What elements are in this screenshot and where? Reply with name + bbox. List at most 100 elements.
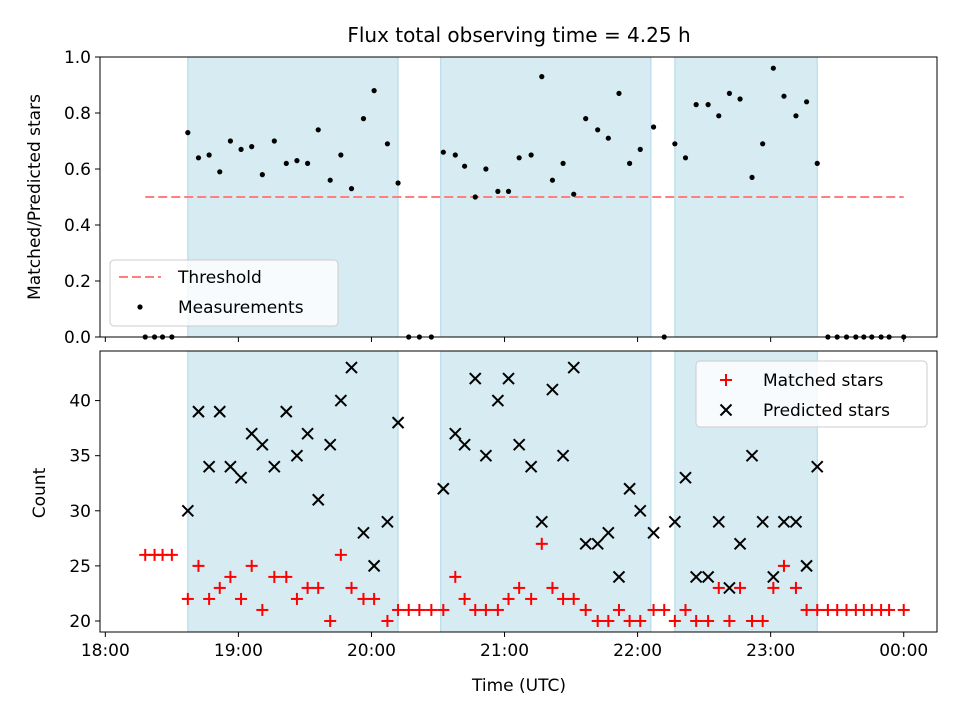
cross-b xyxy=(256,438,269,451)
measurement-point xyxy=(294,158,300,164)
cross-b xyxy=(623,482,636,495)
predicted-star-point xyxy=(234,471,248,484)
matched-star-point xyxy=(811,603,824,616)
matched-star-point xyxy=(235,592,248,605)
cross-b xyxy=(334,394,348,407)
cross-b xyxy=(234,471,248,484)
bottom-legend: Matched stars Predicted stars xyxy=(695,360,928,428)
matched-star-point xyxy=(800,603,813,616)
matched-star-point xyxy=(301,581,314,594)
cross-b xyxy=(192,405,205,418)
cross-b xyxy=(789,515,803,529)
matched-star-point xyxy=(213,581,226,594)
cross-b xyxy=(479,449,493,462)
matched-star-point xyxy=(612,603,625,616)
cross-b xyxy=(512,438,526,451)
measurement-point xyxy=(605,135,611,141)
matched-star-point xyxy=(449,570,462,583)
legend-measurement-label: Measurements xyxy=(178,298,304,318)
measurement-point xyxy=(217,169,223,175)
matched-star-point xyxy=(469,603,482,616)
cross-b xyxy=(245,427,258,440)
predicted-star-point xyxy=(634,504,647,517)
predicted-star-point xyxy=(556,449,570,462)
legend-threshold-label: Threshold xyxy=(177,268,262,288)
cross-b xyxy=(469,372,482,385)
matched-star-point xyxy=(767,581,780,594)
cross-b xyxy=(612,570,626,584)
predicted-star-point xyxy=(756,515,769,529)
predicted-star-point xyxy=(524,460,538,473)
x-tick-label: 20:00 xyxy=(347,641,396,661)
measurement-point xyxy=(716,113,722,119)
predicted-star-point xyxy=(800,559,813,573)
matched-star-point xyxy=(413,603,426,616)
cross-b xyxy=(181,504,195,517)
cross-b xyxy=(301,427,314,440)
matched-star-point xyxy=(525,592,538,605)
cross-b xyxy=(458,438,471,451)
measurement-point xyxy=(283,160,289,166)
measurement-point xyxy=(495,188,501,194)
y-tick-label: 0.6 xyxy=(64,160,91,180)
matched-star-point xyxy=(345,581,358,594)
top-legend-box xyxy=(109,259,339,327)
matched-star-point xyxy=(479,603,492,616)
cross-b xyxy=(502,372,515,385)
x-axis-label: Time (UTC) xyxy=(471,676,566,696)
count-panel: 18:00 19:00 20:00 21:00 22:00 23:00 00:00 20 25 3… xyxy=(69,350,938,661)
legend-measurement-swatch xyxy=(137,304,143,310)
measurement-point xyxy=(672,141,678,147)
cross-b xyxy=(391,416,405,429)
predicted-star-point xyxy=(324,438,337,451)
predicted-star-point xyxy=(245,427,258,440)
measurement-point xyxy=(770,65,776,71)
x-tick-label: 22:00 xyxy=(613,641,662,661)
matched-star-point xyxy=(567,592,580,605)
bottom-plot-frame xyxy=(99,350,938,633)
cross-b xyxy=(437,482,450,495)
measurement-point xyxy=(571,191,577,197)
measurement-point xyxy=(195,155,202,161)
measurement-point xyxy=(803,99,810,105)
matched-star-point xyxy=(579,603,592,616)
measurement-point xyxy=(304,160,311,166)
y-tick-label: 0.0 xyxy=(64,328,91,348)
cross-b xyxy=(381,515,394,529)
y-tick-label: 30 xyxy=(69,502,91,522)
cross-b xyxy=(668,515,682,529)
matched-star-point xyxy=(224,570,237,583)
matched-star-point xyxy=(756,614,769,627)
cross-b xyxy=(634,504,647,517)
predicted-star-point xyxy=(479,449,493,462)
measurement-point xyxy=(749,174,755,180)
chart-title: Flux total observing time = 4.25 h xyxy=(347,23,690,47)
predicted-star-point xyxy=(733,537,747,551)
measurement-point xyxy=(693,102,699,108)
matched-star-point xyxy=(777,559,790,572)
cross-b xyxy=(324,438,337,451)
cross-b xyxy=(767,570,780,584)
matched-star-point xyxy=(789,581,802,594)
matched-star-point xyxy=(437,603,450,616)
predicted-star-point xyxy=(502,372,515,385)
predicted-star-point xyxy=(367,559,381,573)
matched-star-point xyxy=(502,592,515,605)
matched-star-point xyxy=(392,603,405,616)
predicted-star-point xyxy=(345,361,358,374)
predicted-star-point xyxy=(647,526,660,540)
measurement-point xyxy=(726,90,733,96)
measurement-point xyxy=(185,130,191,136)
y-tick-label: 1.0 xyxy=(64,48,91,68)
cross-b xyxy=(290,449,304,462)
matched-star-point xyxy=(203,592,216,605)
cross-b xyxy=(213,405,226,418)
x-tick-label: 00:00 xyxy=(879,641,928,661)
predicted-star-point xyxy=(491,394,505,407)
y-tick-label: 40 xyxy=(69,392,91,412)
x-tick-label: 21:00 xyxy=(480,641,529,661)
predicted-star-point xyxy=(469,372,482,385)
predicted-star-point xyxy=(712,515,725,529)
predicted-star-point xyxy=(789,515,803,529)
predicted-star-point xyxy=(268,460,281,473)
